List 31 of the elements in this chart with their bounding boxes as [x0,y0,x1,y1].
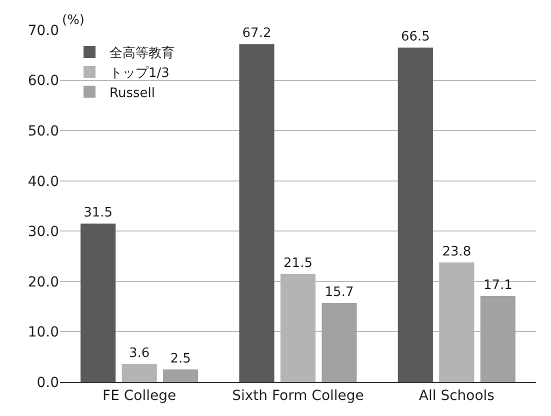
data-label: 17.1 [483,278,512,294]
bar [480,296,516,382]
data-label: 23.8 [442,244,472,260]
bar [122,364,157,382]
y-tick-label: 70.0 [28,22,59,39]
y-tick-label: 50.0 [28,123,59,140]
y-axis-title: (%) [62,13,84,28]
data-label: 31.5 [84,206,113,221]
x-tick-label: All Schools [418,388,494,404]
data-label: 3.6 [128,346,150,361]
bar [239,44,274,382]
x-tick-label: Sixth Form College [232,388,364,404]
data-label: 66.5 [400,30,430,45]
y-tick-label: 20.0 [28,274,59,290]
y-tick-label: 60.0 [28,73,59,90]
data-label: 67.2 [242,26,272,42]
x-tick-label: FE College [102,388,176,404]
data-label: 2.5 [170,351,191,366]
y-tick-label: 40.0 [28,174,59,190]
data-label: 15.7 [324,285,354,300]
bar [80,224,116,382]
bar [163,369,198,382]
y-tick-label: 10.0 [28,324,59,341]
y-tick-label: 0.0 [36,374,59,391]
legend-label: トップ1/3 [110,66,170,81]
bar [322,303,357,382]
legend-label: 全高等教育 [110,45,175,62]
y-tick-label: 30.0 [28,224,59,240]
bar [398,48,433,382]
data-label: 21.5 [284,256,312,271]
legend-label: Russell [110,86,155,101]
